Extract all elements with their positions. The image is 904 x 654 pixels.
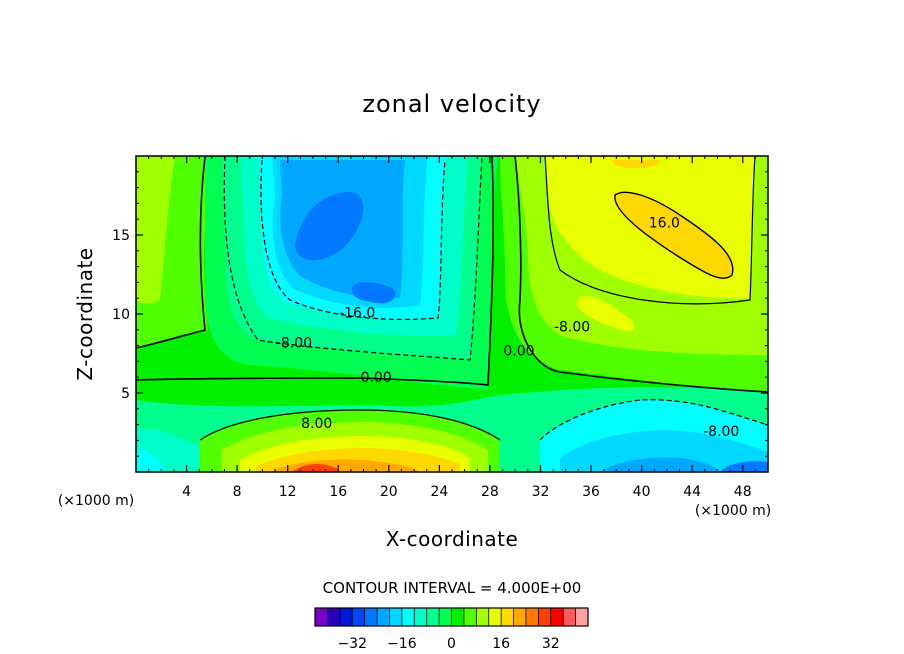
colorbar-swatch xyxy=(414,608,428,626)
colorbar-swatch xyxy=(352,608,366,626)
x-tick-label: 32 xyxy=(532,484,550,500)
contour-interval-note: CONTOUR INTERVAL = 4.000E+00 xyxy=(323,579,582,597)
field-neg-8 xyxy=(352,282,396,304)
colorbar-tick-label: 0 xyxy=(447,636,456,652)
contour-pos16 xyxy=(614,191,734,279)
y-tick-label: 5 xyxy=(121,386,130,402)
colorbar-swatch xyxy=(476,608,490,626)
colorbar-swatch xyxy=(463,608,477,626)
field-pos-5 xyxy=(612,160,661,168)
contour-label: 0.00 xyxy=(503,343,534,359)
x-tick-label: 36 xyxy=(582,484,600,500)
contour-zero-upper xyxy=(136,156,495,386)
contour-low-neg xyxy=(539,399,768,441)
y-axis-label: Z-coordinate xyxy=(73,247,97,380)
colorbar-swatch xyxy=(525,608,539,626)
x-tick-label: 12 xyxy=(279,484,297,500)
x-tick-label: 4 xyxy=(182,484,191,500)
contour-pos8 xyxy=(544,156,756,305)
colorbar-swatch xyxy=(501,608,514,626)
y-tick-label: 15 xyxy=(112,228,130,244)
contour-neg16 xyxy=(260,159,446,321)
x-unit-label-right: (×1000 m) xyxy=(695,503,771,519)
y-axis-ticks: 5 10 15 xyxy=(112,171,768,457)
x-tick-label: 48 xyxy=(734,484,752,500)
colorbar-tick-label: 16 xyxy=(492,636,510,652)
contour-label: 8.00 xyxy=(301,416,332,432)
colorbar-swatch xyxy=(563,608,576,626)
colorbar-swatch xyxy=(401,608,415,626)
contour-label: -8.00 xyxy=(276,335,312,351)
contour-neg8 xyxy=(223,156,483,361)
contour-label: 0.00 xyxy=(361,370,392,386)
colorbar-swatch xyxy=(575,608,589,626)
colorbar-swatch xyxy=(550,608,564,626)
contour-label: -8.00 xyxy=(703,424,739,440)
contour-zero-right xyxy=(514,156,768,393)
contour-label: -8.00 xyxy=(554,320,590,336)
x-tick-label: 28 xyxy=(481,484,499,500)
colorbar-swatch xyxy=(451,608,465,626)
colorbar-tick-label: 32 xyxy=(542,636,560,652)
chart-title: zonal velocity xyxy=(362,90,541,118)
contour-lines xyxy=(136,156,768,441)
colorbar-swatch xyxy=(327,608,341,626)
colorbar-swatch xyxy=(377,608,390,626)
x-tick-label: 24 xyxy=(430,484,448,500)
colorbar-swatch xyxy=(339,608,353,626)
field-pos-6 xyxy=(577,295,635,332)
field-low-neg-4 xyxy=(720,461,768,472)
colorbar xyxy=(314,607,589,627)
contour-label: 16.0 xyxy=(649,215,680,231)
field-low-pos-6 xyxy=(292,464,339,472)
colorbar-frame xyxy=(314,607,589,627)
field-band-pos-left2 xyxy=(136,156,175,304)
y-tick-label: 10 xyxy=(112,307,130,323)
x-axis-label: X-coordinate xyxy=(386,527,519,551)
colorbar-swatch xyxy=(488,608,502,626)
x-axis-ticks: 4 8 12 16 20 24 28 32 36 40 44 48 xyxy=(148,156,756,500)
field-low-neg-3 xyxy=(600,457,720,472)
contour-zero-left xyxy=(136,156,206,349)
field-low-3 xyxy=(136,449,165,472)
x-tick-label: 16 xyxy=(329,484,347,500)
colorbar-swatch xyxy=(513,608,527,626)
x-tick-label: 40 xyxy=(633,484,651,500)
colorbar-tick-label: −32 xyxy=(337,636,367,652)
contour-low-pos xyxy=(199,409,501,441)
colorbar-ticks: −32 −16 0 16 32 xyxy=(337,636,559,652)
colorbar-swatch xyxy=(439,608,452,626)
field-pos-4 xyxy=(614,192,733,279)
colorbar-swatch xyxy=(389,608,403,626)
colorbar-swatch xyxy=(426,608,440,626)
contour-label: -16.0 xyxy=(339,305,375,321)
field-neg-7 xyxy=(295,191,364,261)
colorbar-swatch xyxy=(538,608,552,626)
x-tick-label: 20 xyxy=(380,484,398,500)
plot-field xyxy=(136,156,768,472)
x-tick-label: 8 xyxy=(233,484,242,500)
x-tick-label: 44 xyxy=(683,484,701,500)
contour-labels: 16.0 -16.0 -8.00 0.00 0.00 -8.00 8.00 -8.00 xyxy=(276,215,739,440)
colorbar-tick-label: −16 xyxy=(387,636,417,652)
colorbar-swatch xyxy=(315,608,328,626)
field-low-neg-2 xyxy=(560,430,768,472)
x-unit-label-left: (×1000 m) xyxy=(58,493,134,509)
colorbar-swatch xyxy=(364,608,378,626)
